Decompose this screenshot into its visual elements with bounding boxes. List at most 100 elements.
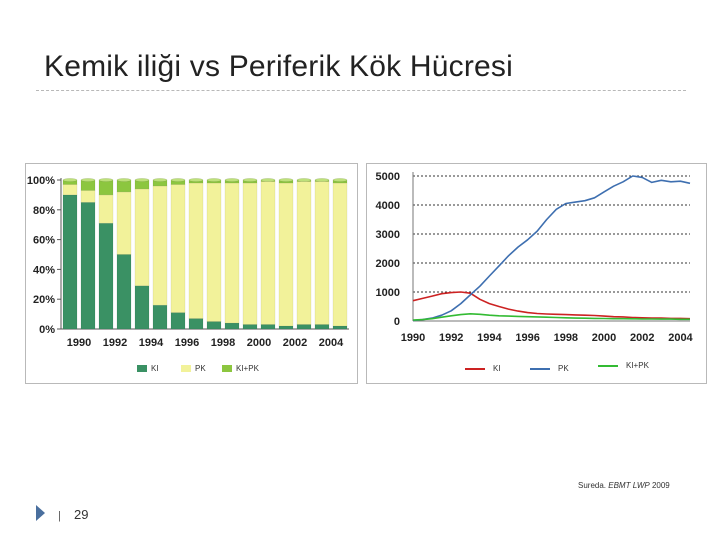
bar-segment	[116, 254, 132, 330]
bar-segment	[206, 182, 222, 322]
bar-cap	[134, 178, 150, 182]
bar-cap	[278, 178, 294, 182]
bar-segment	[188, 318, 204, 330]
bar-cap	[98, 178, 114, 182]
y-tick-label: 3000	[376, 229, 400, 241]
legend-line-ki	[465, 367, 485, 370]
x-tick-label: 2002	[630, 332, 654, 344]
bar-segment	[62, 184, 78, 196]
left-legend-item-kipk: KI+PK	[222, 364, 259, 373]
bar-segment	[152, 304, 168, 330]
right-legend-item-kipk: KI+PK	[598, 361, 649, 370]
bar-cap	[188, 178, 204, 182]
bar-cap	[116, 178, 132, 182]
legend-swatch-pk	[181, 365, 191, 373]
bar-segment	[188, 182, 204, 319]
x-tick-label: 2002	[283, 337, 307, 349]
bar-segment	[296, 181, 312, 325]
x-tick-label: 2004	[668, 332, 693, 344]
bar-segment	[98, 179, 114, 196]
bar-cap	[242, 178, 258, 182]
bar-cap	[314, 178, 330, 182]
stacked-percent-chart-panel: 0% 20% 40% 60% 80% 100% 1990 1992 1994 1996 1998 20…	[25, 163, 358, 384]
legend-label-pk: PK	[195, 364, 206, 373]
y-tick-label: 20%	[33, 294, 55, 306]
stacked-percent-chart: 0% 20% 40% 60% 80% 100% 1990 1992 1994 1996 1998 20…	[27, 175, 349, 349]
line-chart: 0 1000 2000 3000 4000 5000 1990 1992 1994 1996 199…	[376, 171, 694, 344]
bar-segment	[152, 185, 168, 306]
x-tick-label: 1996	[515, 332, 539, 344]
bar-segment	[314, 324, 330, 330]
bar-segment	[116, 191, 132, 255]
title-divider	[36, 90, 686, 91]
bar-cap	[224, 178, 240, 182]
bar-cap	[62, 178, 78, 182]
line-chart-panel: 0 1000 2000 3000 4000 5000 1990 1992 1994 1996 199…	[366, 163, 707, 384]
x-tick-label: 1994	[139, 337, 164, 349]
series-line	[412, 313, 690, 321]
bar-segment	[296, 324, 312, 330]
left-legend-item-ki: KI	[137, 364, 159, 373]
bar-segment	[332, 325, 348, 330]
legend-line-kipk	[598, 364, 618, 367]
bar-segment	[314, 181, 330, 325]
legend-label-ki-line: KI	[493, 364, 501, 373]
legend-label-pk-line: PK	[558, 364, 569, 373]
bar-cap	[80, 178, 96, 182]
page-number: 29	[74, 507, 89, 522]
y-tick-label: 60%	[33, 235, 55, 247]
y-tick-label: 100%	[27, 175, 55, 187]
y-tick-label: 4000	[376, 200, 400, 212]
bar-cap	[152, 178, 168, 182]
x-tick-label: 2004	[319, 337, 344, 349]
bar-segment	[242, 182, 258, 325]
y-tick-label: 5000	[376, 171, 400, 183]
legend-line-pk	[530, 367, 550, 370]
bar-segment	[278, 182, 294, 327]
legend-swatch-ki	[137, 365, 147, 373]
footer-separator: |	[58, 510, 61, 522]
bar-cap	[296, 178, 312, 182]
bar-segment	[224, 182, 240, 324]
x-tick-label: 1992	[103, 337, 127, 349]
x-tick-label: 1990	[401, 332, 425, 344]
bar-segment	[278, 325, 294, 330]
source-citation: Sureda. EBMT LWP 2009	[578, 481, 670, 490]
bar-segment	[98, 222, 114, 330]
bar-segment	[170, 312, 186, 330]
x-tick-label: 1996	[175, 337, 199, 349]
y-tick-label: 0%	[39, 324, 55, 336]
x-tick-label: 1998	[211, 337, 235, 349]
bar-segment	[242, 324, 258, 330]
x-tick-label: 1994	[477, 332, 502, 344]
y-tick-label: 1000	[376, 287, 400, 299]
bar-segment	[332, 182, 348, 327]
legend-label-ki: KI	[151, 364, 159, 373]
bar-segment	[62, 194, 78, 330]
y-tick-label: 0	[394, 316, 400, 328]
bar-segment	[224, 322, 240, 330]
bar-segment	[134, 285, 150, 330]
legend-label-kipk-line: KI+PK	[626, 361, 649, 370]
bar-cap	[332, 178, 348, 182]
bar-segment	[170, 184, 186, 313]
source-year: 2009	[649, 481, 670, 490]
bar-segment	[80, 190, 96, 203]
series-line	[412, 291, 691, 320]
bar-segment	[98, 194, 114, 224]
bar-cap	[170, 178, 186, 182]
bar-segment	[206, 321, 222, 330]
bar-segment	[260, 324, 276, 330]
bar-segment	[80, 202, 96, 330]
left-legend-item-pk: PK	[181, 364, 206, 373]
bar-cap	[260, 178, 276, 182]
x-tick-label: 1998	[554, 332, 578, 344]
legend-swatch-kipk	[222, 365, 232, 373]
bar-cap	[206, 178, 222, 182]
slide-title: Kemik iliği vs Periferik Kök Hücresi	[44, 50, 513, 83]
bar-segment	[260, 181, 276, 325]
bar-segment	[134, 188, 150, 287]
source-italic: EBMT LWP	[608, 481, 650, 490]
right-legend-item-pk: PK	[530, 364, 569, 373]
x-tick-label: 1992	[439, 332, 463, 344]
